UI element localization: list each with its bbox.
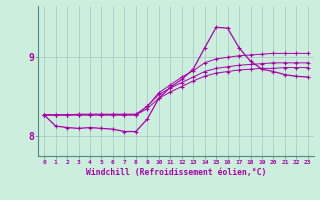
X-axis label: Windchill (Refroidissement éolien,°C): Windchill (Refroidissement éolien,°C): [86, 168, 266, 177]
